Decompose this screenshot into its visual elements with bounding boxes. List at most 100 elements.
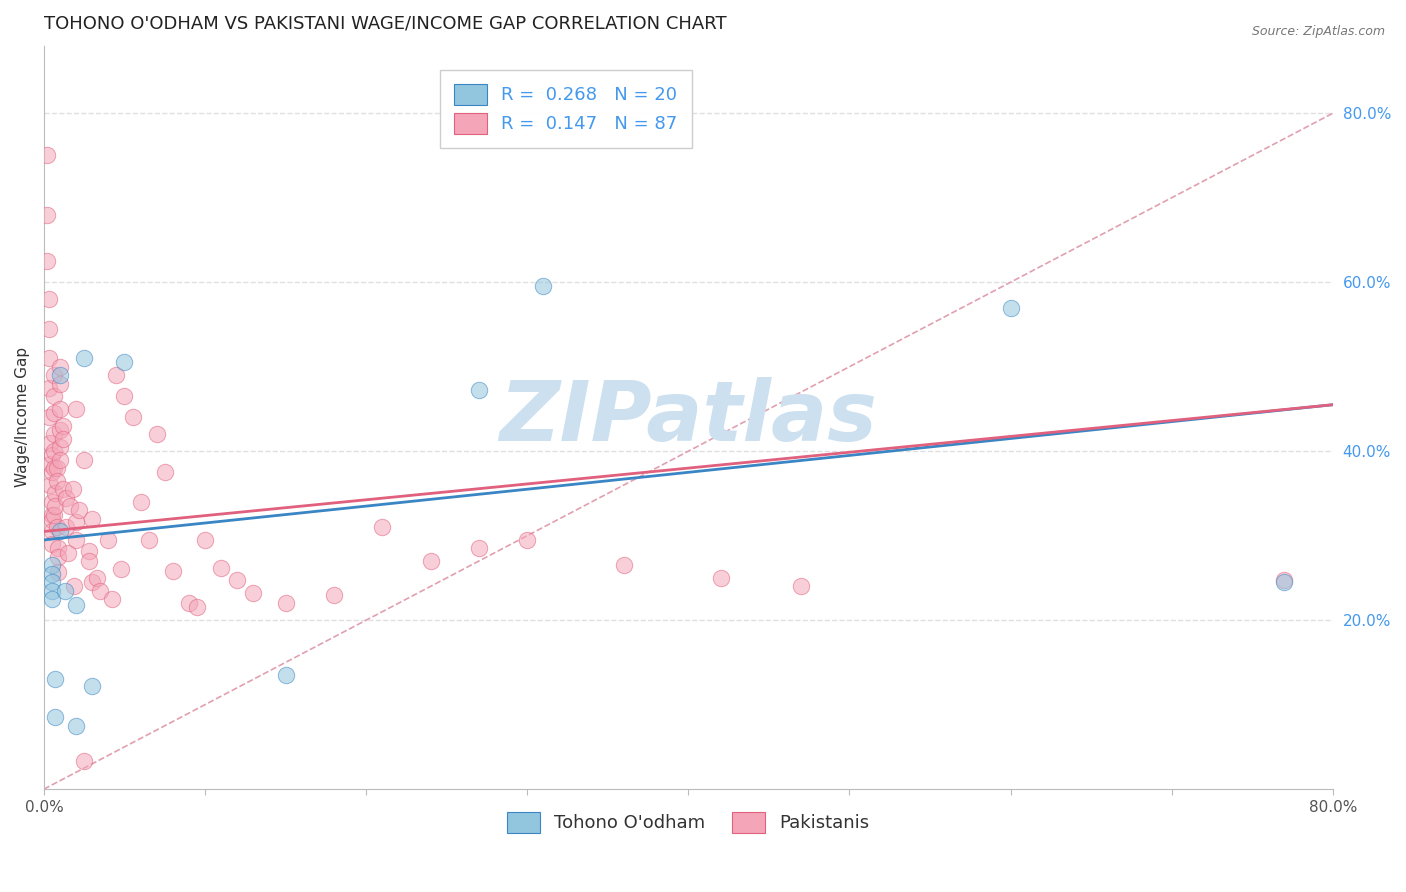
Point (89, 583, 111, 598)
Point (82, 679, 104, 693)
Point (39, 457, 62, 471)
Point (65, 533, 87, 547)
Point (371, 520, 394, 534)
Point (41, 583, 63, 598)
Point (41, 537, 63, 551)
Point (37, 148, 59, 162)
Point (105, 368, 128, 383)
Point (55, 520, 77, 534)
Point (39, 478, 62, 492)
Point (44, 499, 66, 513)
Point (48, 565, 70, 579)
Point (41, 508, 63, 522)
Point (59, 499, 82, 513)
Point (41, 575, 63, 590)
Point (86, 571, 108, 585)
Text: Source: ZipAtlas.com: Source: ZipAtlas.com (1251, 25, 1385, 38)
Point (37, 254, 59, 268)
Point (38, 292, 60, 306)
Point (97, 533, 120, 547)
Point (114, 389, 136, 403)
Point (41, 558, 63, 573)
Point (1000, 301, 1022, 315)
Point (56, 545, 79, 559)
Point (38, 351, 60, 366)
Point (55, 491, 77, 505)
Point (38, 321, 60, 335)
Point (49, 359, 72, 374)
Point (65, 598, 87, 612)
Point (226, 573, 249, 587)
Point (82, 512, 104, 526)
Point (42, 427, 65, 442)
Point (114, 355, 136, 369)
Point (49, 368, 72, 383)
Point (110, 562, 132, 576)
Point (468, 384, 491, 398)
Text: ZIPatlas: ZIPatlas (499, 377, 877, 458)
Point (49, 376, 72, 391)
Point (42, 406, 65, 420)
Point (42, 461, 65, 475)
Point (42, 444, 65, 458)
Point (49, 524, 72, 539)
Point (186, 600, 208, 615)
Point (38, 381, 60, 395)
Point (41, 566, 63, 581)
Point (44, 673, 66, 687)
Point (194, 533, 217, 547)
Point (73, 754, 96, 768)
Point (48, 549, 70, 564)
Point (41, 495, 63, 509)
Point (41, 513, 63, 527)
Y-axis label: Wage/Income Gap: Wage/Income Gap (15, 347, 30, 487)
Point (274, 668, 297, 682)
Point (52, 482, 75, 496)
Point (531, 279, 554, 293)
Point (709, 571, 731, 585)
Point (177, 596, 200, 610)
Point (45, 474, 67, 488)
Point (37, 208, 59, 222)
Point (42, 368, 65, 383)
Point (209, 561, 232, 575)
Point (322, 588, 344, 602)
Point (419, 554, 441, 568)
Point (65, 515, 87, 529)
Point (42, 389, 65, 403)
Point (39, 435, 62, 450)
Point (129, 495, 152, 509)
Point (145, 427, 167, 442)
Point (516, 533, 538, 547)
Point (45, 520, 67, 534)
Point (41, 524, 63, 539)
Point (49, 401, 72, 416)
Point (73, 452, 96, 467)
Point (790, 579, 813, 593)
Point (153, 466, 176, 480)
Point (121, 410, 143, 425)
Legend: R =  0.268   N = 20, R =  0.147   N = 87: R = 0.268 N = 20, R = 0.147 N = 87 (440, 70, 692, 148)
Point (242, 586, 264, 600)
Text: TOHONO O'ODHAM VS PAKISTANI WAGE/INCOME GAP CORRELATION CHART: TOHONO O'ODHAM VS PAKISTANI WAGE/INCOME … (44, 15, 727, 33)
Point (53, 583, 76, 598)
Point (100, 592, 122, 607)
Point (52, 418, 75, 433)
Point (1274, 573, 1296, 587)
Point (41, 466, 63, 480)
Point (62, 482, 84, 496)
Point (41, 449, 63, 463)
Point (67, 503, 90, 517)
Point (41, 592, 63, 607)
Point (1274, 575, 1296, 590)
Point (63, 579, 86, 593)
Point (274, 596, 297, 610)
Point (613, 558, 636, 573)
Point (162, 564, 184, 578)
Point (65, 401, 87, 416)
Point (73, 351, 96, 366)
Point (77, 554, 100, 568)
Point (48, 541, 70, 556)
Point (52, 432, 75, 446)
Point (44, 710, 66, 724)
